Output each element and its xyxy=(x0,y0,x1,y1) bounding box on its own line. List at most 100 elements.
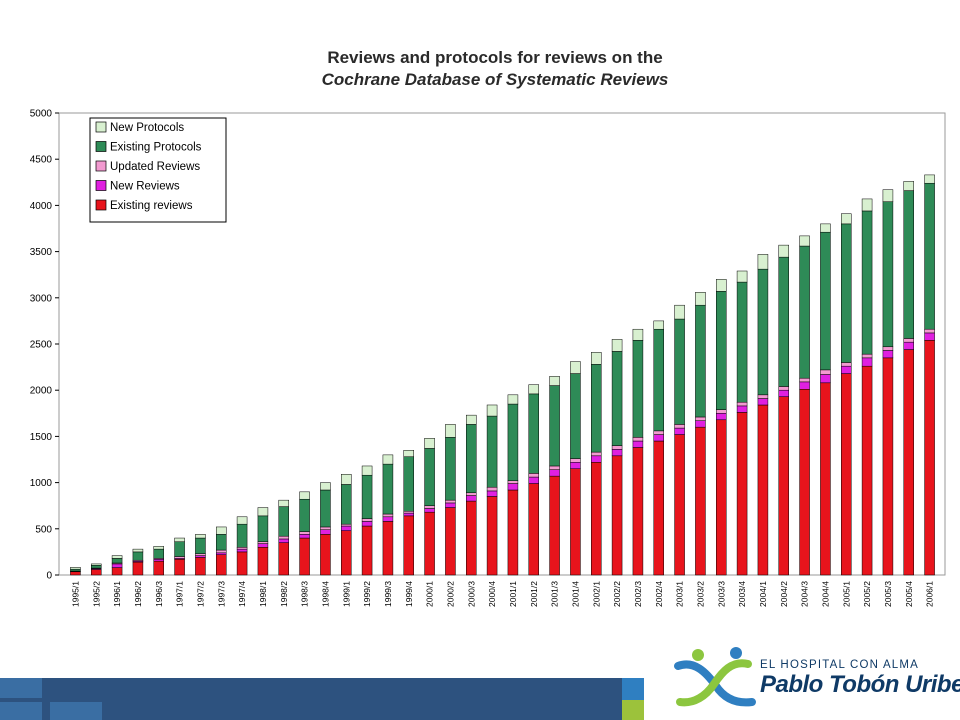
bar-segment-existing-protocols xyxy=(257,515,269,542)
legend-label: Updated Reviews xyxy=(110,161,200,173)
bar-segment-existing-reviews xyxy=(528,483,539,576)
bar-segment-new-reviews xyxy=(466,495,477,502)
bar-segment-existing-reviews xyxy=(195,557,206,576)
bar-segment-updated-reviews xyxy=(924,328,935,334)
bar-segment-updated-reviews xyxy=(403,510,414,514)
bar-segment-existing-reviews xyxy=(736,412,748,576)
bar-segment-existing-protocols xyxy=(424,448,435,506)
bar-segment-existing-reviews xyxy=(882,357,894,576)
x-tick-label: 2005/3 xyxy=(883,581,893,607)
bar-segment-new-protocols xyxy=(528,384,539,395)
bar-segment-new-reviews xyxy=(653,434,664,442)
bar-segment-existing-protocols xyxy=(320,489,331,528)
bar-segment-updated-reviews xyxy=(903,338,914,343)
bar-segment-existing-protocols xyxy=(841,223,852,363)
bar-segment-existing-reviews xyxy=(320,534,331,576)
bar-segment-updated-reviews xyxy=(507,480,519,484)
bar-segment-new-reviews xyxy=(736,405,748,413)
bar-segment-updated-reviews xyxy=(299,531,310,535)
bar-segment-existing-reviews xyxy=(341,530,352,576)
y-tick-label: 4500 xyxy=(30,155,53,166)
bar-segment-updated-reviews xyxy=(695,416,706,421)
legend: New Protocols Existing Protocols Updated R… xyxy=(89,117,227,223)
x-tick-label: 2006/1 xyxy=(925,581,935,607)
bar-segment-existing-reviews xyxy=(861,365,873,576)
bar-segment-updated-reviews xyxy=(591,451,602,457)
bars xyxy=(70,174,935,576)
x-tick-label: 2004/4 xyxy=(820,581,830,607)
bar-segment-existing-reviews xyxy=(632,447,644,576)
bar-segment-existing-protocols xyxy=(799,245,810,379)
bar-segment-existing-protocols xyxy=(132,551,144,561)
bar-segment-new-reviews xyxy=(695,420,706,428)
bar-segment-new-protocols xyxy=(320,482,331,491)
bar-segment-existing-reviews xyxy=(799,389,810,576)
bar-segment-existing-reviews xyxy=(757,404,769,576)
bar-segment-new-protocols xyxy=(591,352,602,365)
bar-segment-new-protocols xyxy=(632,328,644,341)
bar-segment-existing-protocols xyxy=(216,534,227,551)
bar-segment-existing-reviews xyxy=(674,434,685,576)
bar-segment-existing-protocols xyxy=(486,415,498,488)
bar-segment-existing-protocols xyxy=(736,281,748,403)
bar-segment-new-reviews xyxy=(257,543,269,548)
bar-segment-updated-reviews xyxy=(736,401,748,407)
bar-segment-new-reviews xyxy=(236,548,248,553)
x-tick-label: 2003/1 xyxy=(675,581,685,607)
logo-name: Pablo Tobón Uribe xyxy=(760,671,960,698)
bar-segment-updated-reviews xyxy=(716,409,727,414)
legend-swatch xyxy=(95,199,107,211)
x-tick-label: 1997/4 xyxy=(237,581,247,607)
x-tick-label: 2002/1 xyxy=(591,581,601,607)
x-tick-label: 2003/4 xyxy=(737,581,747,607)
bar-segment-new-reviews xyxy=(320,529,331,535)
bar-segment-updated-reviews xyxy=(611,445,623,450)
bar-segment-existing-protocols xyxy=(549,385,560,467)
bar-segment-new-protocols xyxy=(236,516,248,525)
bar-segment-new-protocols xyxy=(382,454,394,465)
bar-segment-new-protocols xyxy=(216,526,227,535)
bar-segment-existing-reviews xyxy=(903,349,914,576)
bar-segment-new-protocols xyxy=(403,450,414,457)
bar-segment-updated-reviews xyxy=(632,437,644,442)
x-tick-label: 2002/3 xyxy=(633,581,643,607)
legend-swatch xyxy=(95,160,107,172)
bar-segment-existing-reviews xyxy=(611,455,623,576)
bar-segment-new-reviews xyxy=(216,552,227,555)
bar-segment-new-protocols xyxy=(611,339,623,352)
bar-segment-new-protocols xyxy=(507,394,519,405)
bar-segment-new-reviews xyxy=(611,449,623,457)
y-tick-label: 1500 xyxy=(30,432,53,443)
x-tick-label: 1997/2 xyxy=(195,581,205,607)
bar-segment-existing-reviews xyxy=(778,396,789,576)
footer-tile xyxy=(0,678,42,698)
bar-segment-new-reviews xyxy=(549,469,560,477)
bar-segment-existing-protocols xyxy=(153,548,164,559)
x-tick-label: 1999/2 xyxy=(362,581,372,607)
legend-swatch xyxy=(95,141,107,152)
bar-segment-new-reviews xyxy=(903,341,914,350)
x-tick-label: 2000/3 xyxy=(466,581,476,607)
x-tick-label: 2005/4 xyxy=(904,581,914,607)
bar-segment-new-protocols xyxy=(549,376,560,386)
x-tick-label: 1996/1 xyxy=(112,581,122,607)
bar-segment-new-reviews xyxy=(341,525,352,531)
bar-segment-existing-reviews xyxy=(424,511,435,576)
bar-segment-new-protocols xyxy=(820,223,831,233)
x-tick-label: 1996/2 xyxy=(133,581,143,607)
hospital-logo: EL HOSPITAL CON ALMA Pablo Tobón Uribe xyxy=(672,644,960,712)
bar-segment-existing-reviews xyxy=(653,440,664,576)
legend-swatch xyxy=(95,180,107,191)
x-tick-label: 2004/2 xyxy=(779,581,789,607)
x-tick-label: 1999/3 xyxy=(383,581,393,607)
bar-segment-existing-reviews xyxy=(841,373,852,576)
bar-segment-existing-reviews xyxy=(486,496,498,576)
bar-segment-existing-protocols xyxy=(861,210,873,355)
bar-segment-new-reviews xyxy=(841,365,852,374)
bar-segment-new-protocols xyxy=(778,244,789,258)
x-tick-label: 2002/4 xyxy=(654,581,664,607)
y-axis: 0 500 1000 1500 2000 2500 3000 3500 4000 4500 5000 xyxy=(30,109,59,582)
bar-segment-existing-protocols xyxy=(174,541,185,557)
bar-segment-updated-reviews xyxy=(174,556,185,559)
